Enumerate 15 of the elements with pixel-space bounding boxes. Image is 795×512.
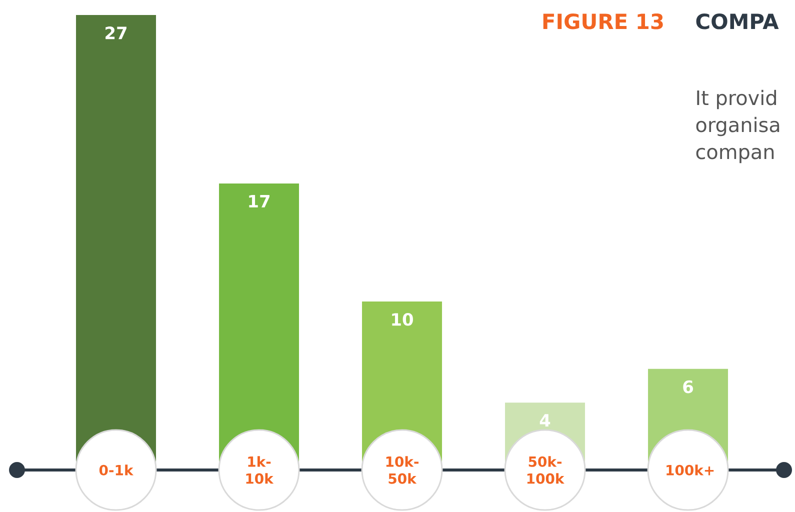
data-label: 10	[392, 312, 413, 326]
x-tick-label: 50k-100k	[527, 456, 564, 484]
chart-title: FIGURE 13	[543, 13, 663, 30]
x-tick-label: 1k-10k	[246, 456, 274, 484]
x-tick-label: 100k+	[666, 464, 714, 476]
data-label: 17	[249, 195, 270, 208]
data-label: 6	[683, 380, 693, 394]
annotation: organisa	[696, 116, 780, 136]
annotation: compan	[696, 148, 774, 164]
chart-subtitle: COMPA	[696, 13, 779, 30]
x-tick-label: 10k-50k	[386, 456, 418, 484]
annotation: It provid	[697, 90, 776, 110]
data-label: 4	[540, 414, 550, 426]
data-label: 27	[106, 26, 126, 40]
x-tick-label: 0-1k	[99, 464, 134, 476]
